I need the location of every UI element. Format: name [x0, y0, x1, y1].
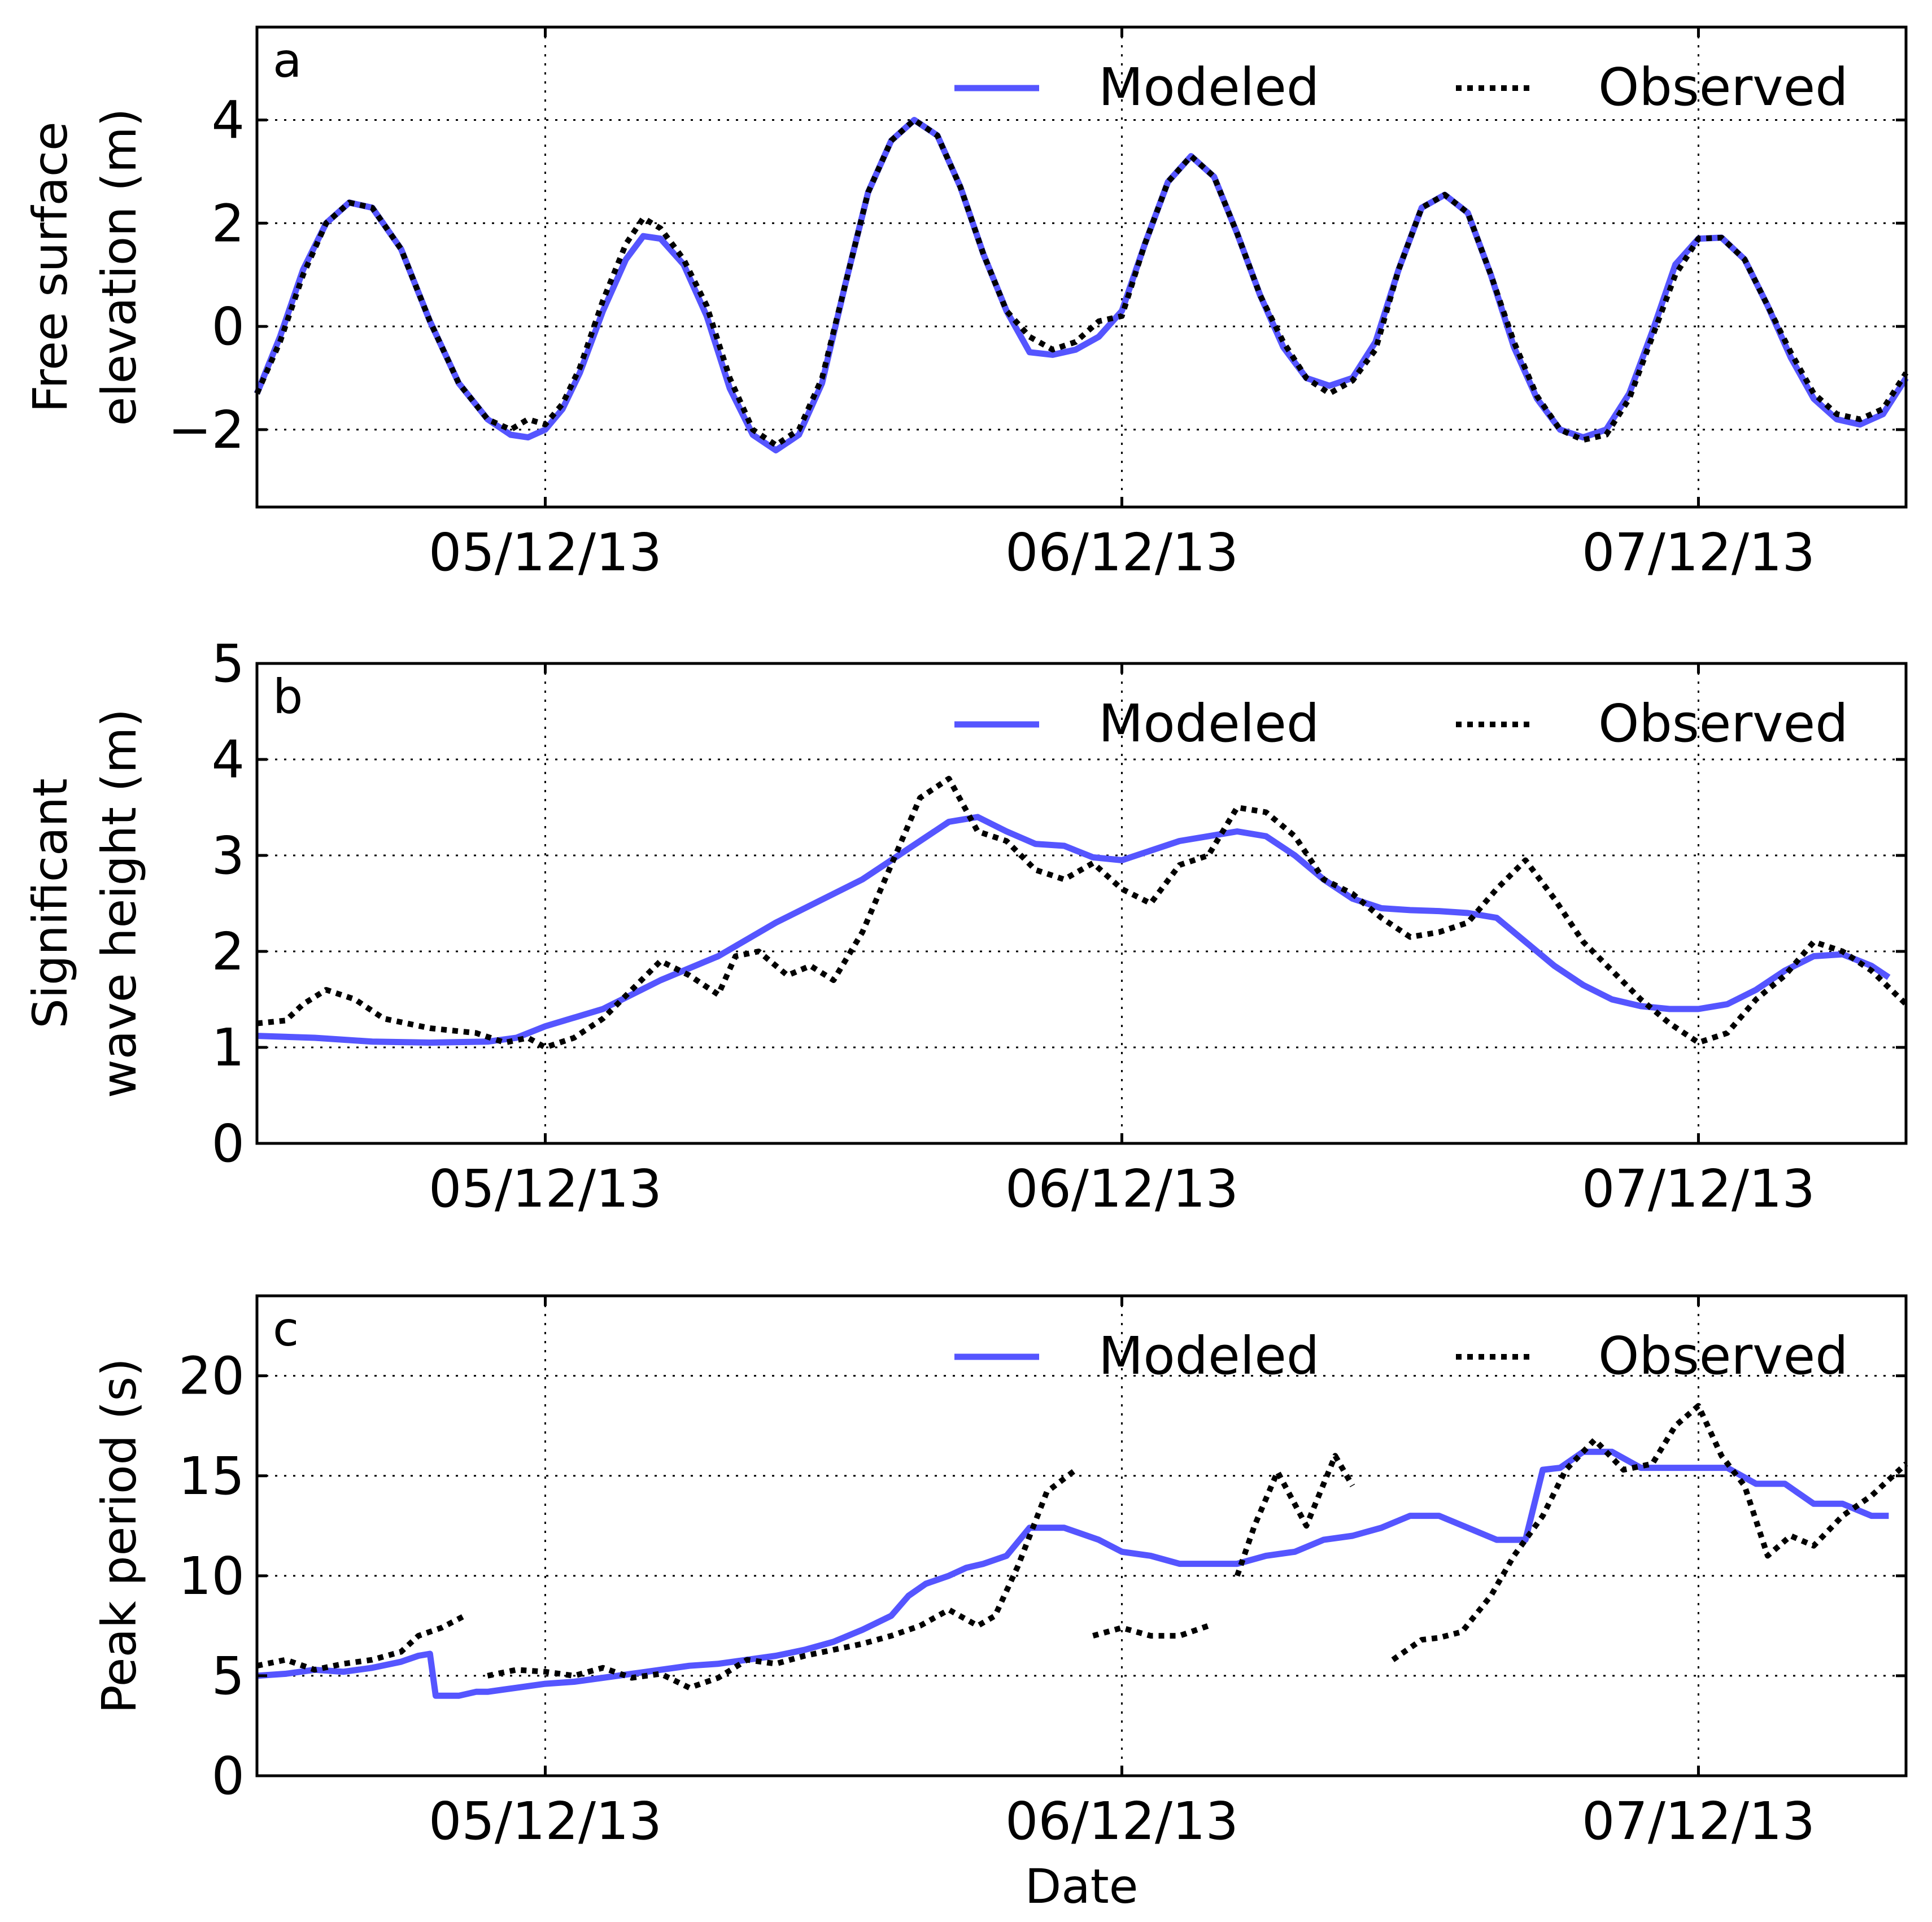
panel-b-significant-wave-height: 05/12/13 06/12/13 07/12/13 0 1 2 3 4 5 b Signifi…	[23, 634, 1908, 1219]
panel-c-letter: c	[273, 1301, 299, 1357]
panel-a-legend: Modeled Observed	[954, 57, 1848, 117]
panel-c-observed-line-segment-0	[256, 1613, 466, 1673]
panel-c-frame	[255, 1294, 1908, 1777]
panel-c-legend-observed-label: Observed	[1598, 1326, 1848, 1386]
panel-b-letter: b	[273, 669, 303, 724]
panel-b-ylabel-line-2: wave height (m)	[91, 709, 147, 1098]
panel-c-xtick-label: 06/12/13	[1005, 1791, 1238, 1851]
panel-b-ytick-label: 2	[211, 921, 245, 982]
panel-c-legend: Modeled Observed	[954, 1326, 1848, 1386]
panel-c-legend-modeled-label: Modeled	[1098, 1326, 1319, 1386]
panel-c-ytick-label: 10	[178, 1546, 245, 1606]
panel-b-legend: Modeled Observed	[954, 693, 1848, 754]
panel-a-xtick-label: 06/12/13	[1005, 522, 1238, 583]
panel-a-ylabel-line-1: Free surface	[23, 121, 78, 412]
panel-a-legend-modeled-label: Modeled	[1098, 57, 1319, 117]
panel-c-xtick-label: 05/12/13	[429, 1791, 662, 1851]
panel-a-frame	[255, 25, 1908, 509]
panel-a-xtick-label: 05/12/13	[429, 522, 662, 583]
panel-b-ylabel-line-1: Significant	[23, 778, 78, 1028]
panel-b-ytick-label: 3	[211, 825, 245, 886]
panel-b-xtick-label: 07/12/13	[1582, 1159, 1815, 1219]
panel-a-ytick-label: 0	[211, 296, 245, 357]
panel-b-ytick-label: 5	[211, 634, 245, 694]
panel-a-ytick-label: 4	[211, 90, 245, 151]
panel-a-legend-observed-label: Observed	[1598, 57, 1848, 117]
panel-c-xtick-label: 07/12/13	[1582, 1791, 1815, 1851]
panel-a-letter: a	[273, 33, 302, 88]
panel-a-observed-line	[254, 117, 1909, 448]
panel-c-observed-line-segment-1	[487, 1467, 1078, 1691]
panel-c-ylabel-line-1: Peak period (s)	[91, 1358, 147, 1714]
panel-a-ytick-label: 2	[211, 193, 245, 254]
panel-b-xtick-label: 05/12/13	[429, 1159, 662, 1219]
panel-b-xtick-label: 06/12/13	[1005, 1159, 1238, 1219]
panel-c-ytick-label: 0	[211, 1746, 245, 1806]
panel-c-modeled-line	[256, 1448, 1889, 1699]
panel-b-ytick-label: 1	[211, 1017, 245, 1078]
panel-a-ylabel-line-2: elevation (m)	[91, 108, 147, 426]
panel-a-modeled-line	[254, 117, 1909, 453]
panel-b-ytick-label: 0	[211, 1113, 245, 1174]
panel-c-ytick-label: 20	[178, 1346, 245, 1406]
panel-b-frame	[255, 662, 1908, 1145]
panel-c-ytick-label: 15	[178, 1446, 245, 1506]
panel-c-ytick-label: 5	[211, 1646, 245, 1706]
panel-a-free-surface-elevation: 05/12/13 06/12/13 07/12/13 −2 0 2 4 a Free sur…	[23, 25, 1909, 583]
panel-b-observed-line	[256, 776, 1908, 1050]
panel-c-observed-line-segment-4	[1391, 1403, 1908, 1662]
panel-a-xtick-label: 07/12/13	[1582, 522, 1815, 583]
panel-b-legend-modeled-label: Modeled	[1098, 693, 1319, 754]
panel-c-observed-line-segment-2	[1092, 1623, 1210, 1639]
panel-b-modeled-line	[256, 814, 1891, 1046]
x-axis-label-date: Date	[1025, 1859, 1139, 1914]
panel-b-legend-observed-label: Observed	[1598, 693, 1848, 754]
panel-a-ytick-label: −2	[168, 400, 245, 460]
panel-c-peak-period: 05/12/13 06/12/13 07/12/13 0 5 10 15 20 c Peak …	[91, 1294, 1908, 1851]
panel-b-ytick-label: 4	[211, 730, 245, 790]
